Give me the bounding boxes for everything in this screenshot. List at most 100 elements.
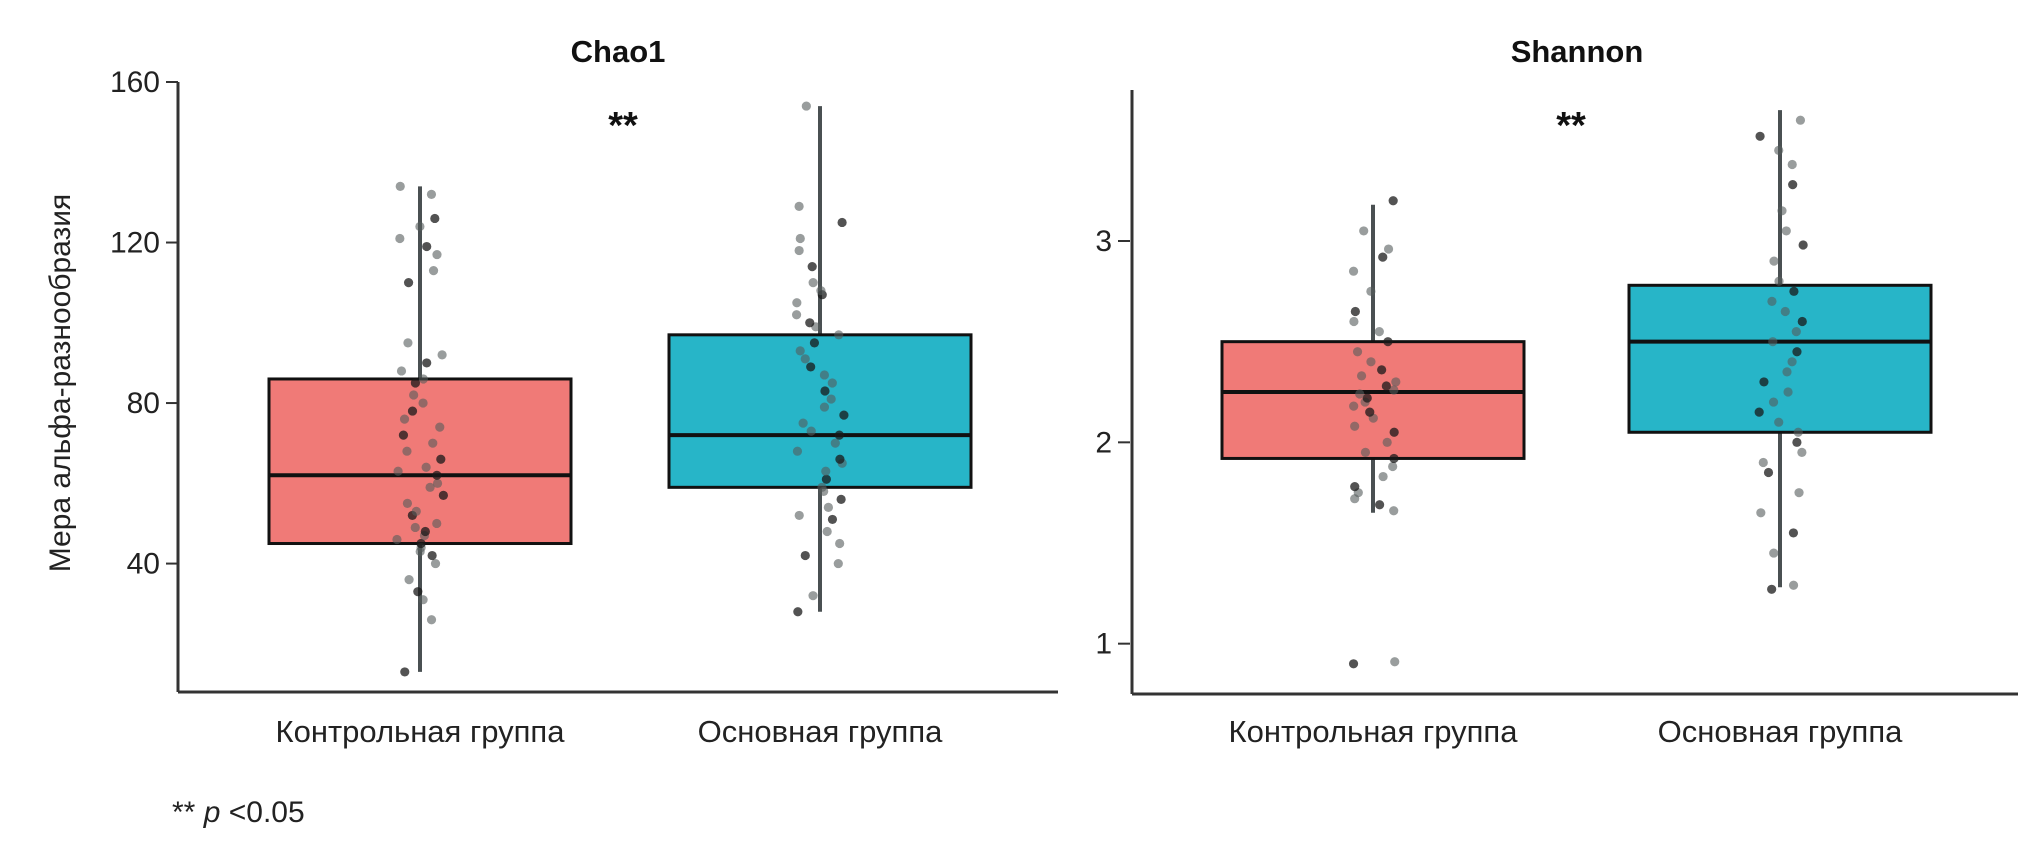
data-points <box>1348 115 1808 669</box>
data-point <box>1774 417 1784 427</box>
data-point <box>830 438 840 448</box>
data-point <box>827 514 838 525</box>
x-tick-label: Основная группа <box>698 714 943 749</box>
data-point <box>821 474 831 484</box>
data-point <box>801 101 811 111</box>
data-point <box>1793 427 1803 437</box>
data-point <box>819 402 830 412</box>
data-point <box>1780 306 1790 317</box>
y-ticks: 40 80 120 160 <box>110 66 178 581</box>
data-point <box>835 454 845 464</box>
data-point <box>819 370 830 380</box>
data-point <box>794 510 804 521</box>
data-point <box>1767 296 1777 306</box>
y-tick-label: 3 <box>1095 225 1112 258</box>
data-point <box>422 241 432 252</box>
data-point <box>402 498 413 508</box>
data-point <box>1754 407 1764 417</box>
data-point <box>1791 327 1801 337</box>
data-point <box>795 346 805 356</box>
data-point <box>426 615 437 625</box>
data-point <box>806 362 816 372</box>
data-point <box>837 217 847 228</box>
data-point <box>1350 306 1360 317</box>
data-point <box>395 233 405 244</box>
footnote: ** p <0.05 <box>172 796 305 830</box>
data-point <box>808 591 818 601</box>
y-tick-label: 40 <box>127 548 160 581</box>
shannon-panel: Shannon ** 1 2 3 Контрольная группа Основна… <box>1095 34 2018 749</box>
x-tick-label: Основная группа <box>1658 714 1903 749</box>
data-point <box>1795 115 1806 125</box>
data-point <box>808 278 818 288</box>
data-point <box>1366 357 1376 367</box>
data-point <box>418 374 428 384</box>
y-tick-label: 80 <box>127 387 160 420</box>
data-point <box>1763 467 1774 478</box>
data-point <box>1389 453 1399 464</box>
data-point <box>1798 240 1808 250</box>
data-point <box>1383 244 1394 254</box>
data-point <box>835 538 845 549</box>
data-point <box>404 575 414 585</box>
data-point <box>834 430 844 440</box>
data-point <box>1377 365 1387 375</box>
y-tick-label: 120 <box>110 227 160 260</box>
data-point <box>418 398 428 408</box>
data-point <box>427 550 437 561</box>
data-point <box>407 406 418 416</box>
y-ticks: 1 2 3 <box>1095 225 1130 661</box>
data-point <box>1767 584 1777 594</box>
data-point <box>1797 316 1807 327</box>
data-point <box>1787 357 1797 367</box>
data-point <box>413 587 423 597</box>
box-main <box>667 333 973 489</box>
data-point <box>403 278 414 288</box>
data-point <box>426 189 437 199</box>
data-point <box>800 550 810 561</box>
data-point <box>393 466 403 476</box>
data-point <box>1349 316 1359 327</box>
data-point <box>1381 381 1391 391</box>
data-point <box>1788 580 1799 590</box>
data-point <box>410 522 420 533</box>
data-point <box>1794 488 1804 498</box>
footnote-p: p <box>203 796 221 829</box>
data-point <box>432 478 443 488</box>
data-point <box>820 386 830 396</box>
box-main <box>1627 283 1933 434</box>
data-point <box>398 430 409 440</box>
data-point <box>392 534 402 545</box>
data-point <box>1774 145 1784 155</box>
data-point <box>1389 506 1399 516</box>
y-tick-label: 2 <box>1095 426 1112 459</box>
data-point <box>1391 377 1401 387</box>
data-point <box>395 181 405 191</box>
data-point <box>822 526 832 537</box>
data-point <box>396 366 407 376</box>
data-point <box>1378 471 1388 482</box>
data-point <box>428 438 438 448</box>
data-point <box>1756 508 1766 518</box>
x-tick-labels: Контрольная группа Основная группа <box>276 714 944 749</box>
data-point <box>411 506 421 517</box>
data-point <box>1769 256 1779 266</box>
x-tick-labels: Контрольная группа Основная группа <box>1229 714 1904 749</box>
data-point <box>1366 286 1376 296</box>
data-point <box>1383 337 1393 347</box>
data-point <box>836 494 846 504</box>
data-point <box>1349 401 1359 411</box>
data-point <box>1374 327 1384 337</box>
data-point <box>826 394 836 404</box>
data-point <box>1352 347 1363 357</box>
data-point <box>409 390 419 400</box>
data-point <box>1758 457 1768 468</box>
data-point <box>1782 367 1792 377</box>
data-point <box>1388 196 1398 206</box>
significance-marker: ** <box>608 105 638 147</box>
footnote-threshold: <0.05 <box>228 796 305 829</box>
boxes <box>1220 110 1933 588</box>
data-point <box>421 462 431 472</box>
data-point <box>1781 226 1791 236</box>
